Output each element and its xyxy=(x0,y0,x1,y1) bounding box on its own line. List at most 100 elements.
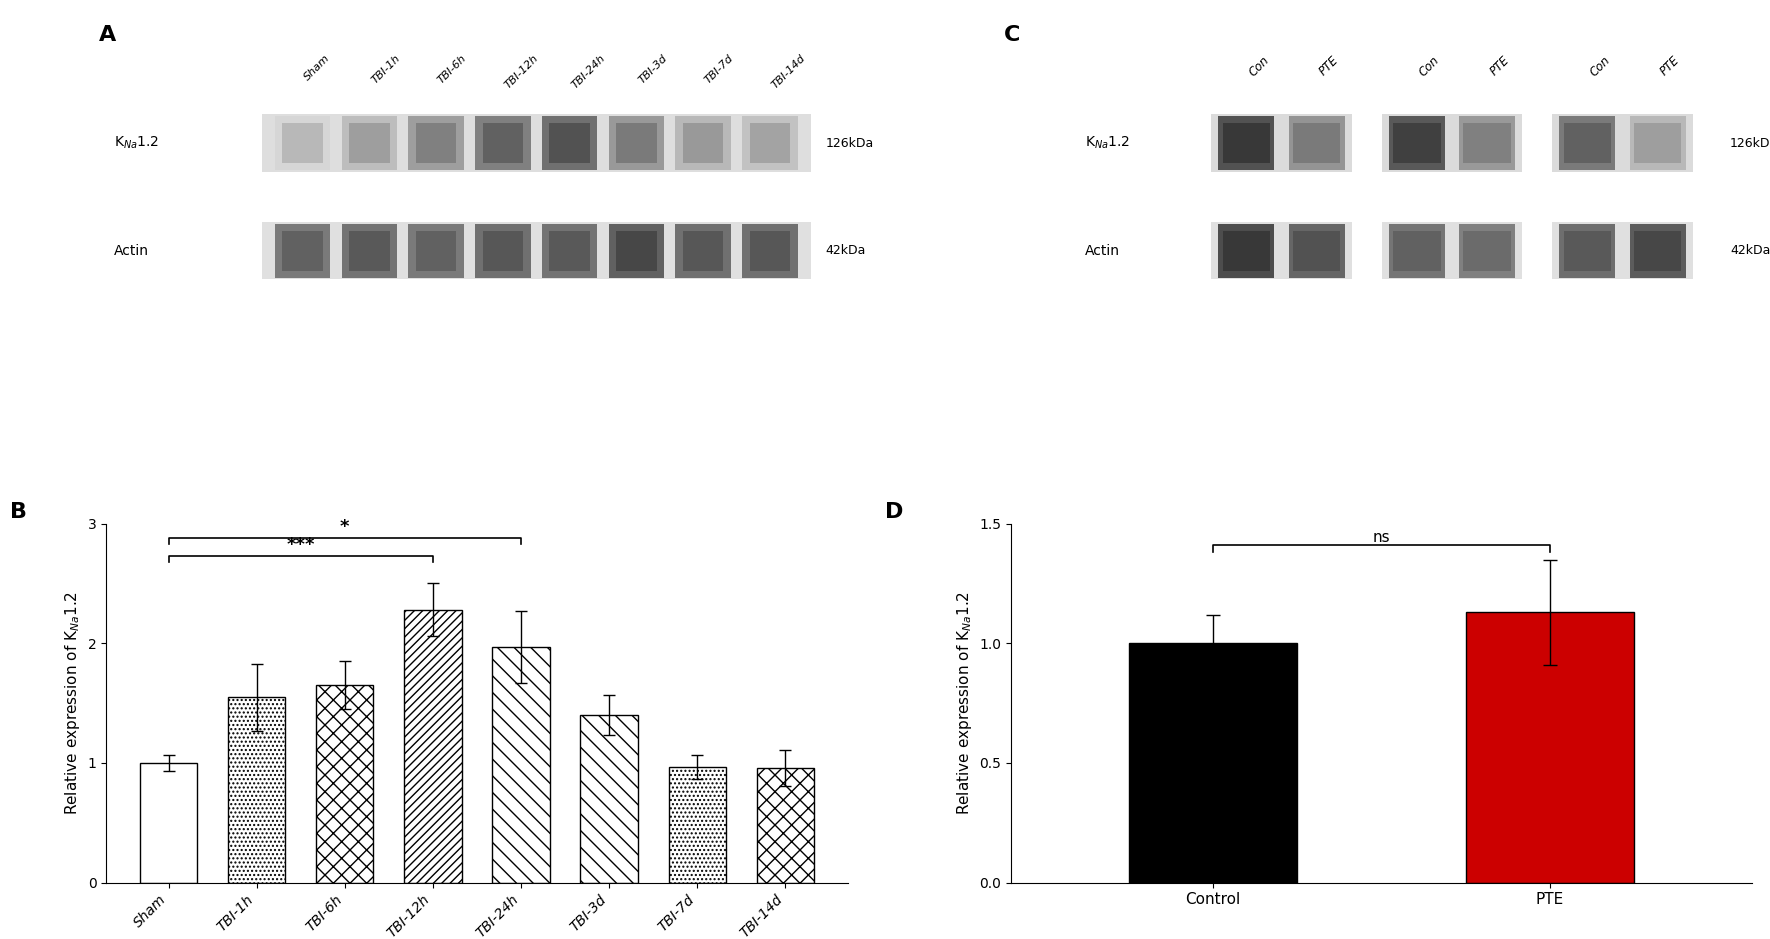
Bar xyxy=(1630,116,1687,170)
Bar xyxy=(683,123,724,162)
Bar xyxy=(1129,643,1297,883)
Text: K$_{Na}$1.2: K$_{Na}$1.2 xyxy=(1085,135,1129,151)
Text: ns: ns xyxy=(1374,531,1391,546)
Bar xyxy=(1563,123,1611,162)
Text: *: * xyxy=(340,517,349,535)
Text: 42kDa: 42kDa xyxy=(825,244,866,257)
Y-axis label: Relative expression of K$_{Na}$1.2: Relative expression of K$_{Na}$1.2 xyxy=(954,592,974,815)
Bar xyxy=(676,116,731,170)
Bar xyxy=(274,223,331,278)
Bar xyxy=(492,647,550,883)
Bar xyxy=(581,716,637,883)
Bar xyxy=(749,231,789,270)
Bar xyxy=(616,231,657,270)
Bar xyxy=(262,115,811,172)
Bar xyxy=(409,116,464,170)
Bar xyxy=(262,222,811,280)
Bar xyxy=(1559,223,1616,278)
Bar xyxy=(483,231,524,270)
Bar xyxy=(409,223,464,278)
Bar xyxy=(542,223,596,278)
Text: TBI-6h: TBI-6h xyxy=(435,54,469,85)
Text: ***: *** xyxy=(287,535,315,554)
Bar xyxy=(549,123,589,162)
Bar xyxy=(228,697,285,883)
Text: Con: Con xyxy=(1246,54,1271,79)
Text: D: D xyxy=(885,502,903,522)
Bar xyxy=(1223,123,1269,162)
Bar xyxy=(1382,222,1522,280)
Bar xyxy=(669,766,726,883)
Text: PTE: PTE xyxy=(1658,54,1681,78)
Bar xyxy=(1393,123,1441,162)
Bar xyxy=(1211,222,1352,280)
Bar xyxy=(1458,116,1515,170)
Bar xyxy=(1289,223,1345,278)
Bar xyxy=(1634,231,1681,270)
Bar xyxy=(274,116,331,170)
Bar xyxy=(609,223,664,278)
Text: TBI-1h: TBI-1h xyxy=(370,54,402,85)
Bar xyxy=(483,123,524,162)
Bar xyxy=(549,231,589,270)
Text: Actin: Actin xyxy=(1085,244,1120,258)
Text: TBI-24h: TBI-24h xyxy=(570,54,607,91)
Text: K$_{Na}$1.2: K$_{Na}$1.2 xyxy=(113,135,158,151)
Text: Con: Con xyxy=(1588,54,1612,79)
Bar xyxy=(1630,223,1687,278)
Text: TBI-12h: TBI-12h xyxy=(503,54,540,91)
Bar xyxy=(342,223,396,278)
Bar xyxy=(474,223,531,278)
Bar xyxy=(1211,115,1352,172)
Bar xyxy=(283,231,322,270)
Bar xyxy=(140,763,196,883)
Bar xyxy=(349,123,389,162)
Bar xyxy=(404,609,462,883)
Text: 126kDa: 126kDa xyxy=(825,136,874,149)
Bar xyxy=(474,116,531,170)
Bar xyxy=(1218,223,1274,278)
Bar xyxy=(283,123,322,162)
Bar xyxy=(317,685,373,883)
Text: 126kDa: 126kDa xyxy=(1729,136,1770,149)
Bar xyxy=(1223,231,1269,270)
Bar xyxy=(1634,123,1681,162)
Text: C: C xyxy=(1004,24,1020,44)
Bar xyxy=(1289,116,1345,170)
Bar xyxy=(1552,222,1692,280)
Bar xyxy=(1563,231,1611,270)
Bar xyxy=(1559,116,1616,170)
Bar xyxy=(416,231,457,270)
Text: Con: Con xyxy=(1416,54,1443,79)
Bar xyxy=(758,768,814,883)
Text: PTE: PTE xyxy=(1487,54,1512,78)
Bar xyxy=(1292,231,1340,270)
Bar xyxy=(749,123,789,162)
Bar xyxy=(349,231,389,270)
Text: 42kDa: 42kDa xyxy=(1729,244,1770,257)
Bar xyxy=(1466,612,1634,883)
Text: B: B xyxy=(11,502,27,522)
Bar xyxy=(609,116,664,170)
Bar xyxy=(742,223,798,278)
Bar xyxy=(742,116,798,170)
Bar xyxy=(1292,123,1340,162)
Bar xyxy=(616,123,657,162)
Bar xyxy=(1458,223,1515,278)
Bar xyxy=(1464,231,1512,270)
Text: Actin: Actin xyxy=(113,244,149,258)
Bar xyxy=(676,223,731,278)
Bar xyxy=(1552,115,1692,172)
Bar xyxy=(1389,223,1444,278)
Text: TBI-7d: TBI-7d xyxy=(703,54,736,85)
Text: A: A xyxy=(99,24,117,44)
Text: TBI-3d: TBI-3d xyxy=(637,54,669,85)
Bar xyxy=(542,116,596,170)
Bar xyxy=(1393,231,1441,270)
Bar xyxy=(1389,116,1444,170)
Text: TBI-14d: TBI-14d xyxy=(770,54,807,91)
Bar xyxy=(1382,115,1522,172)
Bar xyxy=(416,123,457,162)
Bar xyxy=(1218,116,1274,170)
Text: PTE: PTE xyxy=(1317,54,1342,78)
